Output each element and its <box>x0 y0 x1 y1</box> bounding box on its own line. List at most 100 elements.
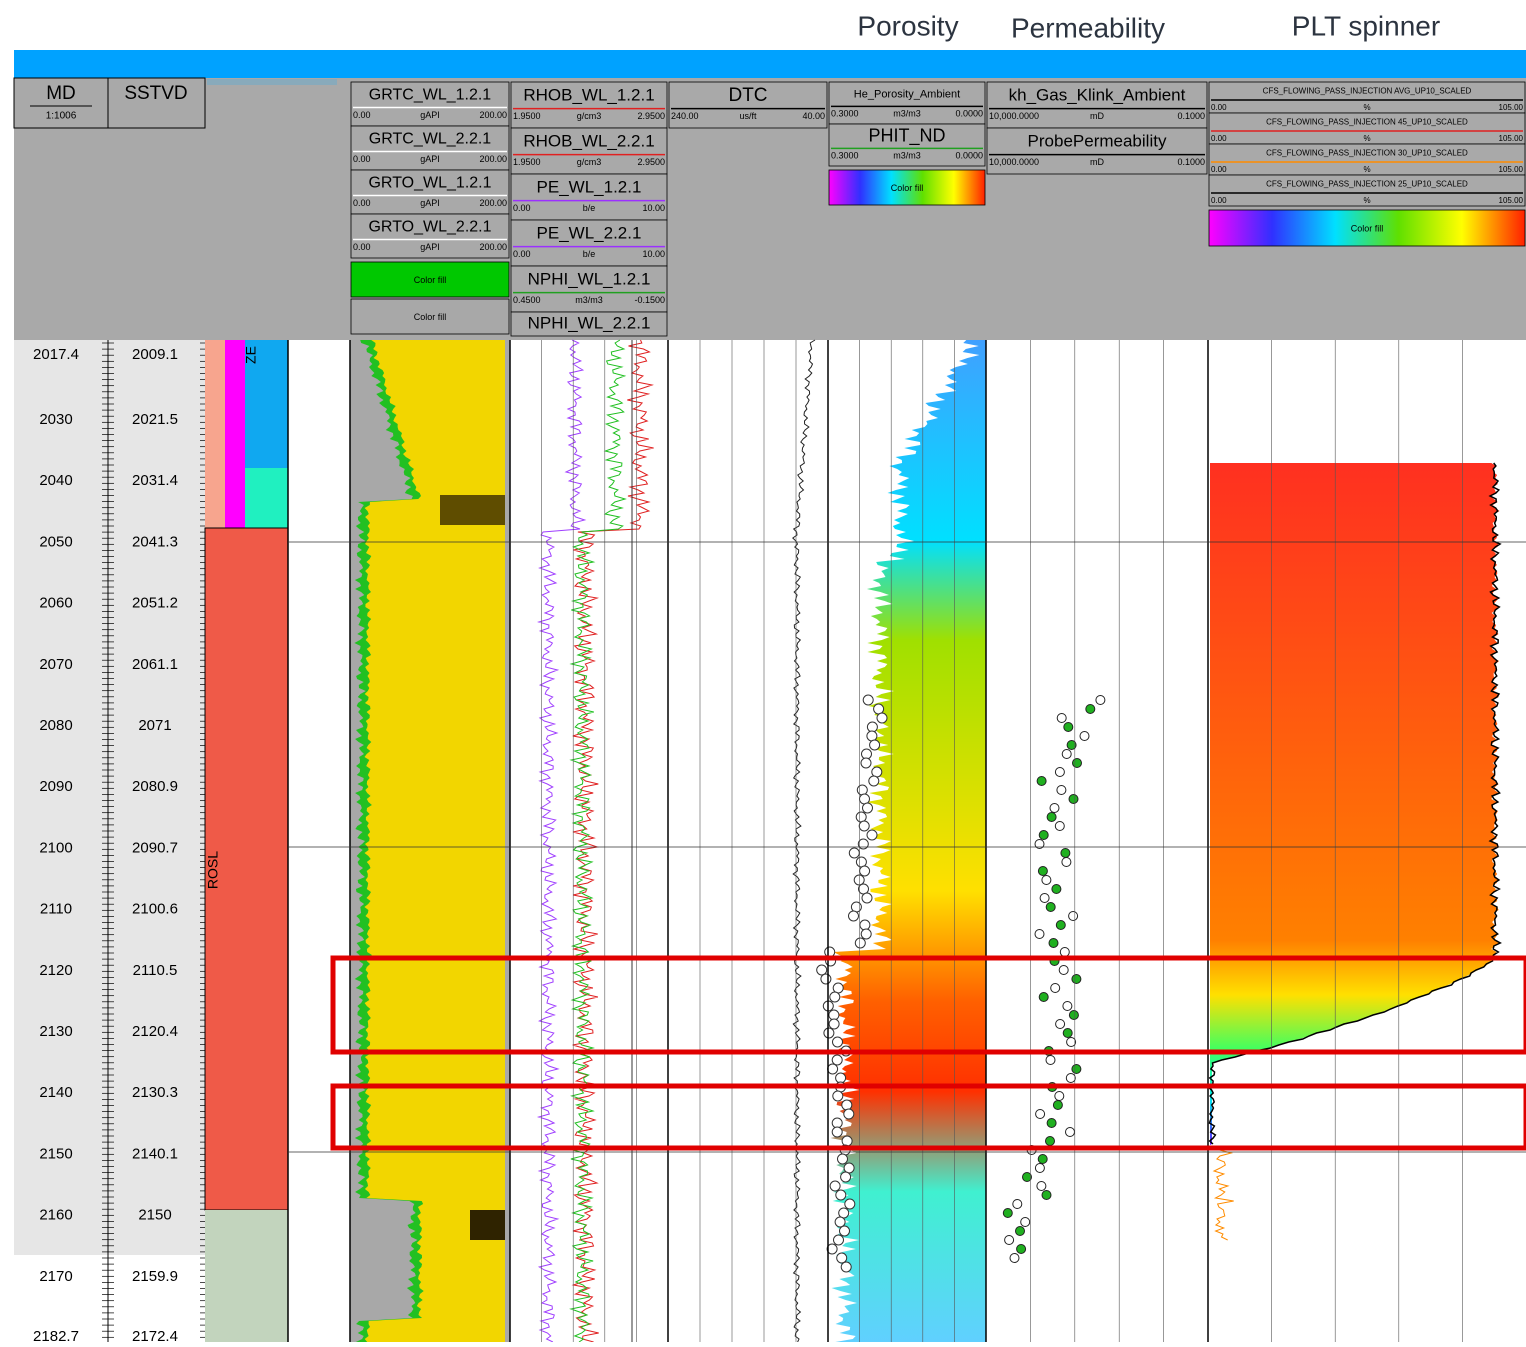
sstvd-label: 2051.2 <box>132 595 178 612</box>
core-perm <box>1060 848 1071 858</box>
md-label: 2050 <box>39 533 72 550</box>
curve-header <box>350 125 510 171</box>
core-perm <box>1054 1091 1065 1101</box>
core-porosity <box>827 1063 839 1075</box>
md-label: 2030 <box>39 411 72 428</box>
scale-max: 200.00 <box>479 242 507 252</box>
core-perm <box>1055 920 1066 930</box>
core-perm <box>1065 1073 1076 1083</box>
core-porosity <box>835 1189 847 1201</box>
core-porosity <box>828 1009 840 1021</box>
curve-name: CFS_FLOWING_PASS_INJECTION 45_UP10_SCALE… <box>1266 117 1468 126</box>
plt-curve <box>1212 1149 1234 1241</box>
core-perm <box>1068 794 1079 804</box>
curve-name: GRTC_WL_2.2.1 <box>369 130 492 147</box>
core-perm <box>1046 1118 1057 1128</box>
scale-min: 0.00 <box>513 249 531 259</box>
core-porosity <box>839 1225 850 1237</box>
sstvd-label: 2159.9 <box>132 1268 178 1285</box>
zone-label: ROSL <box>205 851 221 889</box>
zone-band <box>205 340 225 528</box>
core-porosity <box>831 1054 843 1066</box>
scale-max: 0.0000 <box>955 109 983 119</box>
sstvd-label: 2150 <box>138 1207 171 1224</box>
curve-header <box>668 81 828 129</box>
scale-max: 105.00 <box>1499 134 1524 143</box>
core-perm <box>1058 965 1069 975</box>
core-perm <box>1038 830 1049 840</box>
core-porosity <box>832 1090 844 1102</box>
md-label: 2182.7 <box>33 1328 79 1342</box>
md-label: 2060 <box>39 595 72 612</box>
scale-max: 200.00 <box>479 198 507 208</box>
curve-header <box>510 219 668 267</box>
core-porosity <box>860 757 872 769</box>
scale-min: 10,000.0000 <box>989 111 1039 121</box>
curve-name: GRTO_WL_2.2.1 <box>368 218 491 235</box>
curve-header <box>510 81 668 129</box>
core-perm <box>1068 1010 1079 1020</box>
scale-min: 240.00 <box>671 111 699 121</box>
core-porosity <box>862 802 873 814</box>
core-porosity <box>854 937 866 949</box>
depth-column <box>14 340 205 1255</box>
md-label: 2170 <box>39 1268 72 1285</box>
core-perm <box>1034 929 1045 939</box>
scale-max: 0.1000 <box>1177 157 1205 167</box>
core-porosity <box>853 874 865 886</box>
core-perm <box>1036 1181 1047 1191</box>
curve-name: NPHI_WL_1.2.1 <box>528 269 651 288</box>
core-porosity <box>838 1207 850 1219</box>
core-perm <box>1035 1109 1046 1119</box>
core-porosity <box>837 1153 848 1165</box>
curve-header <box>350 213 510 259</box>
curve-name: PE_WL_2.2.1 <box>537 223 642 242</box>
md-label: 2090 <box>39 778 72 795</box>
sstvd-label: 2061.1 <box>132 656 178 673</box>
core-porosity <box>861 892 873 904</box>
scale-unit: gAPI <box>420 110 440 120</box>
scale-unit: m3/m3 <box>893 109 921 119</box>
scale-unit: g/cm3 <box>577 111 602 121</box>
curve-header <box>510 127 668 175</box>
curve-name: RHOB_WL_1.2.1 <box>523 85 654 104</box>
core-porosity <box>859 865 871 877</box>
core-porosity <box>848 910 859 922</box>
scale-unit: us/ft <box>739 111 757 121</box>
scale-unit: % <box>1363 165 1370 174</box>
core-perm <box>1054 767 1065 777</box>
core-perm <box>1062 1028 1073 1038</box>
core-perm <box>1052 1100 1063 1110</box>
sstvd-label: 2140.1 <box>132 1145 178 1162</box>
core-porosity <box>840 1261 852 1273</box>
core-porosity <box>848 847 860 859</box>
sstvd-label: 2021.5 <box>132 411 178 428</box>
gr-yellow <box>364 340 505 1342</box>
sstvd-title: SSTVD <box>124 83 187 104</box>
title-bar <box>14 50 1526 78</box>
md-label: 2100 <box>39 839 72 856</box>
core-perm <box>1004 1235 1015 1245</box>
core-porosity <box>855 811 867 823</box>
core-perm <box>1046 812 1057 822</box>
core-porosity <box>829 1180 841 1192</box>
core-porosity <box>856 784 868 796</box>
scale-min: 0.3000 <box>831 109 859 119</box>
scale-unit: % <box>1363 196 1370 205</box>
zone-band <box>225 340 245 528</box>
scale-unit: m3/m3 <box>893 151 921 161</box>
curve-name: PE_WL_1.2.1 <box>537 177 642 196</box>
core-porosity <box>843 1108 855 1120</box>
scale-unit: b/e <box>583 249 596 259</box>
core-perm <box>1063 722 1074 732</box>
md-label: 2120 <box>39 962 72 979</box>
core-porosity <box>866 721 878 733</box>
core-porosity <box>857 838 869 850</box>
scale-min: 0.3000 <box>831 151 859 161</box>
core-porosity <box>844 1198 856 1210</box>
core-perm <box>1066 740 1077 750</box>
core-perm <box>1062 1001 1073 1011</box>
core-perm <box>1071 974 1082 984</box>
section-label: Porosity <box>857 10 958 41</box>
core-porosity <box>840 1171 852 1183</box>
